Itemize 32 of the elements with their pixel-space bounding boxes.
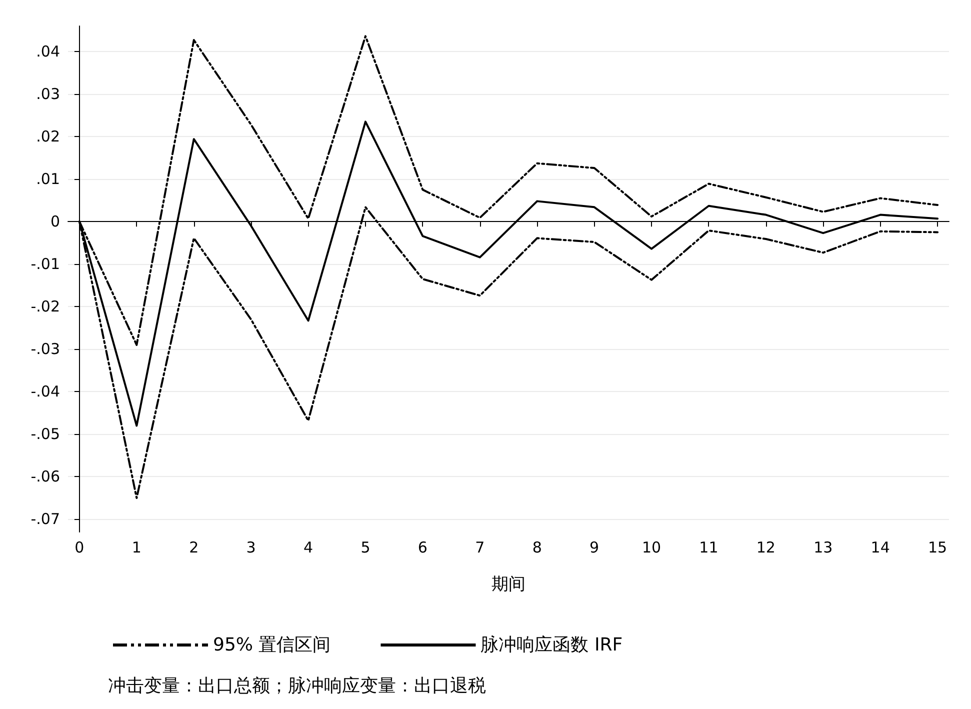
x-tick-label: 15 — [928, 538, 948, 556]
x-tick-label: 11 — [699, 538, 718, 556]
x-tick-label: 9 — [590, 538, 600, 556]
x-tick-label: 3 — [246, 538, 256, 556]
y-tick-label: -.02 — [30, 298, 60, 316]
x-tick-label: 8 — [532, 538, 542, 556]
y-tick-label: -.05 — [30, 425, 60, 444]
x-tick-label: 7 — [475, 538, 485, 556]
x-tick-label: 2 — [189, 538, 199, 556]
y-tick-label: .03 — [36, 85, 60, 104]
y-tick-label: .04 — [36, 42, 60, 61]
x-tick-label: 13 — [814, 538, 833, 556]
y-tick-label: 0 — [50, 212, 60, 231]
x-tick-label: 14 — [870, 538, 890, 556]
x-tick-label: 1 — [132, 538, 142, 556]
y-tick-label: -.03 — [30, 340, 60, 358]
x-tick-label: 10 — [642, 538, 662, 556]
x-tick-label: 6 — [418, 538, 428, 556]
x-axis-title: 期间 — [492, 574, 526, 594]
y-tick-label: .01 — [36, 170, 60, 188]
y-tick-label: -.01 — [30, 255, 60, 274]
x-tick-label: 12 — [756, 538, 776, 556]
y-tick-label: .02 — [36, 128, 60, 146]
x-tick-label: 4 — [304, 538, 314, 556]
y-tick-label: -.07 — [30, 510, 60, 528]
x-tick-label: 0 — [74, 538, 84, 556]
y-tick-label: -.06 — [30, 468, 60, 486]
x-tick-label: 5 — [360, 538, 370, 556]
y-tick-label: -.04 — [30, 382, 60, 401]
legend-label: 脉冲响应函数 IRF — [480, 634, 623, 656]
text: 冲击变量：出口总额；脉冲响应变量：出口退税 — [108, 676, 486, 696]
legend-label: 95% 置信区间 — [213, 634, 331, 656]
